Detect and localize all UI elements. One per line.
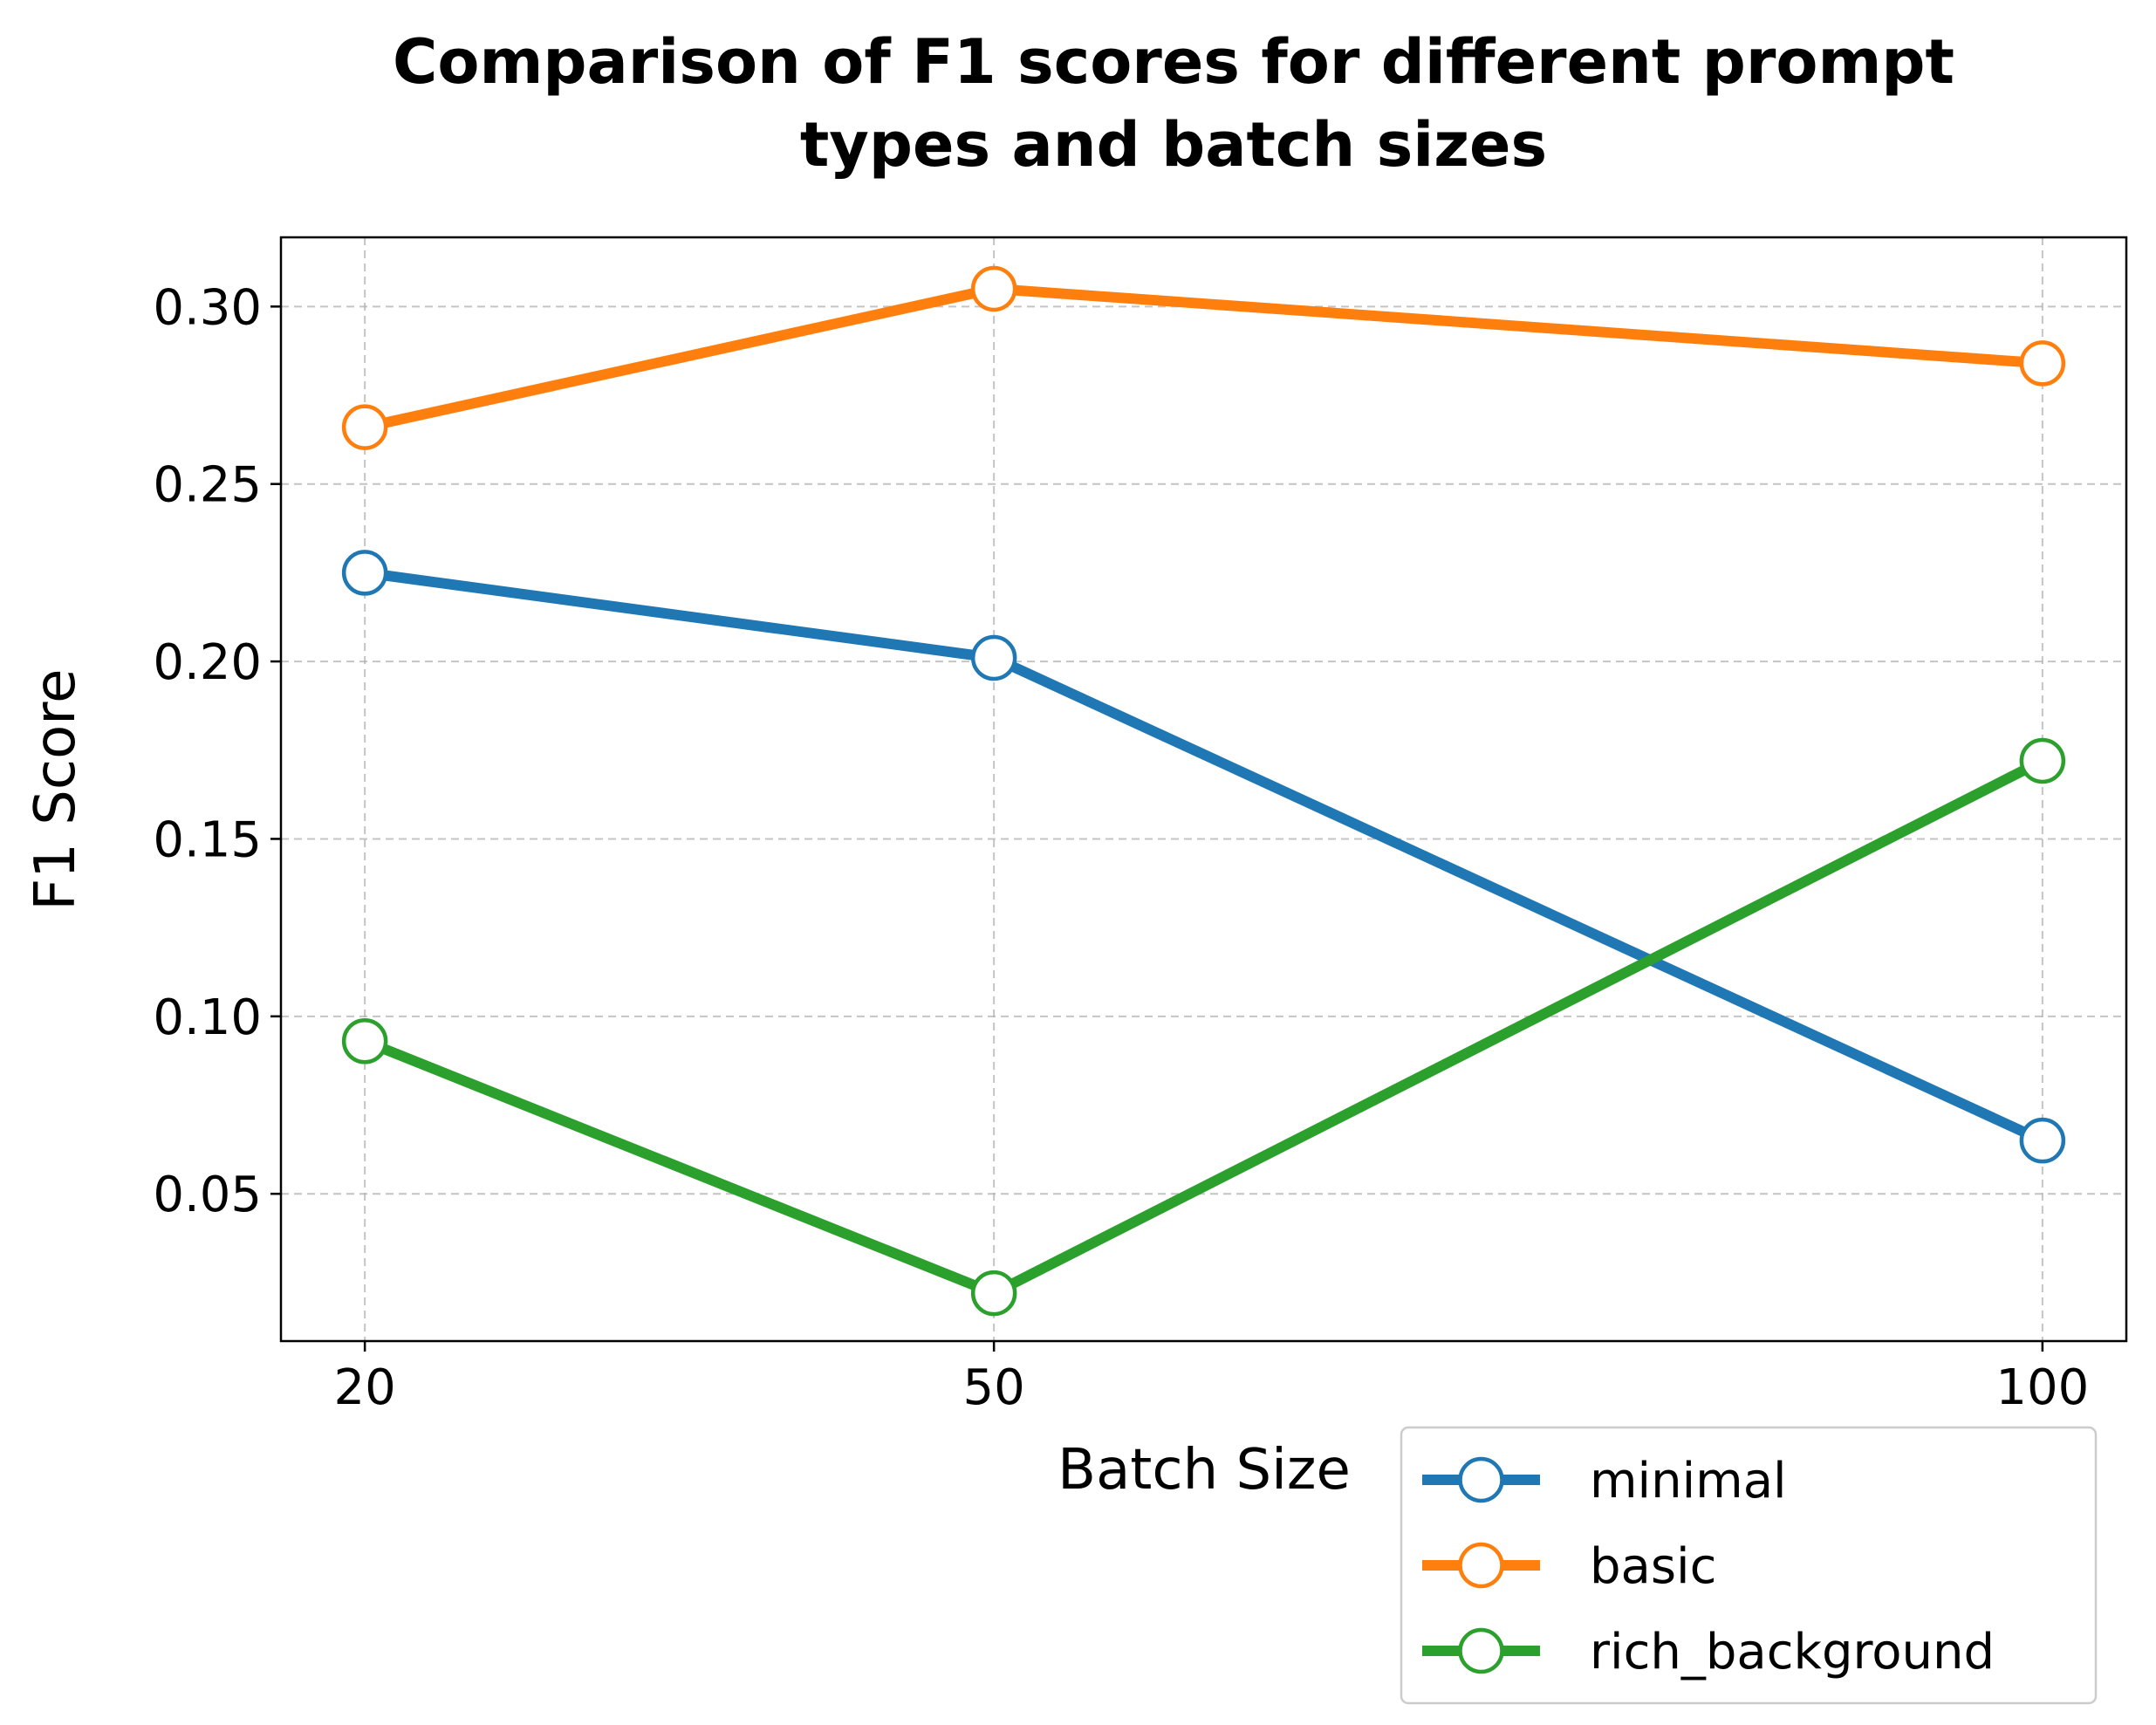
x-tick-label: 20: [334, 1359, 396, 1416]
legend-label-rich_background: rich_background: [1590, 1624, 1995, 1681]
y-tick-label: 0.05: [153, 1167, 262, 1223]
chart-title-line-2: types and batch sizes: [800, 109, 1547, 181]
data-point-minimal: [2019, 1117, 2066, 1164]
plot-frame: [279, 236, 2128, 1343]
x-axis-label: Batch Size: [1057, 1438, 1351, 1503]
x-tick-label: 50: [963, 1359, 1025, 1416]
legend-entry-basic: basic: [1422, 1538, 1716, 1595]
data-point-basic: [341, 404, 388, 450]
x-tick-label: 100: [1995, 1359, 2089, 1416]
y-tick-label: 0.25: [153, 457, 262, 514]
legend-marker-basic: [1458, 1542, 1504, 1589]
data-point-minimal: [970, 634, 1017, 681]
y-tick-label: 0.10: [153, 989, 262, 1046]
legend-marker-minimal: [1458, 1456, 1504, 1503]
series-minimal: [341, 550, 2066, 1164]
data-point-rich_background: [970, 1270, 1017, 1317]
series-rich_background: [341, 737, 2066, 1317]
legend-label-minimal: minimal: [1590, 1453, 1787, 1509]
legend-entry-rich_background: rich_background: [1422, 1624, 1995, 1681]
data-point-minimal: [341, 550, 388, 596]
y-tick-label: 0.20: [153, 634, 262, 691]
series-group: [341, 265, 2066, 1317]
y-axis-ticks: 0.05 0.10 0.15 0.20 0.25 0.30: [153, 279, 281, 1223]
y-axis-label: F1 Score: [24, 668, 88, 910]
legend-marker-rich_background: [1458, 1627, 1504, 1674]
legend-label-basic: basic: [1590, 1538, 1716, 1595]
legend: minimal basic rich_background: [1400, 1426, 2098, 1705]
legend-entry-minimal: minimal: [1422, 1453, 1787, 1509]
data-point-basic: [2019, 340, 2066, 387]
series-basic: [341, 265, 2066, 450]
grid: [281, 237, 2126, 1341]
legend-box: [1400, 1426, 2098, 1705]
y-tick-label: 0.30: [153, 279, 262, 336]
data-point-basic: [970, 265, 1017, 312]
data-point-rich_background: [2019, 737, 2066, 784]
data-point-rich_background: [341, 1018, 388, 1064]
x-axis-ticks: 20 50 100: [334, 1341, 2089, 1416]
y-tick-label: 0.15: [153, 811, 262, 868]
chart-title-line-1: Comparison of F1 scores for different pr…: [393, 26, 1954, 98]
